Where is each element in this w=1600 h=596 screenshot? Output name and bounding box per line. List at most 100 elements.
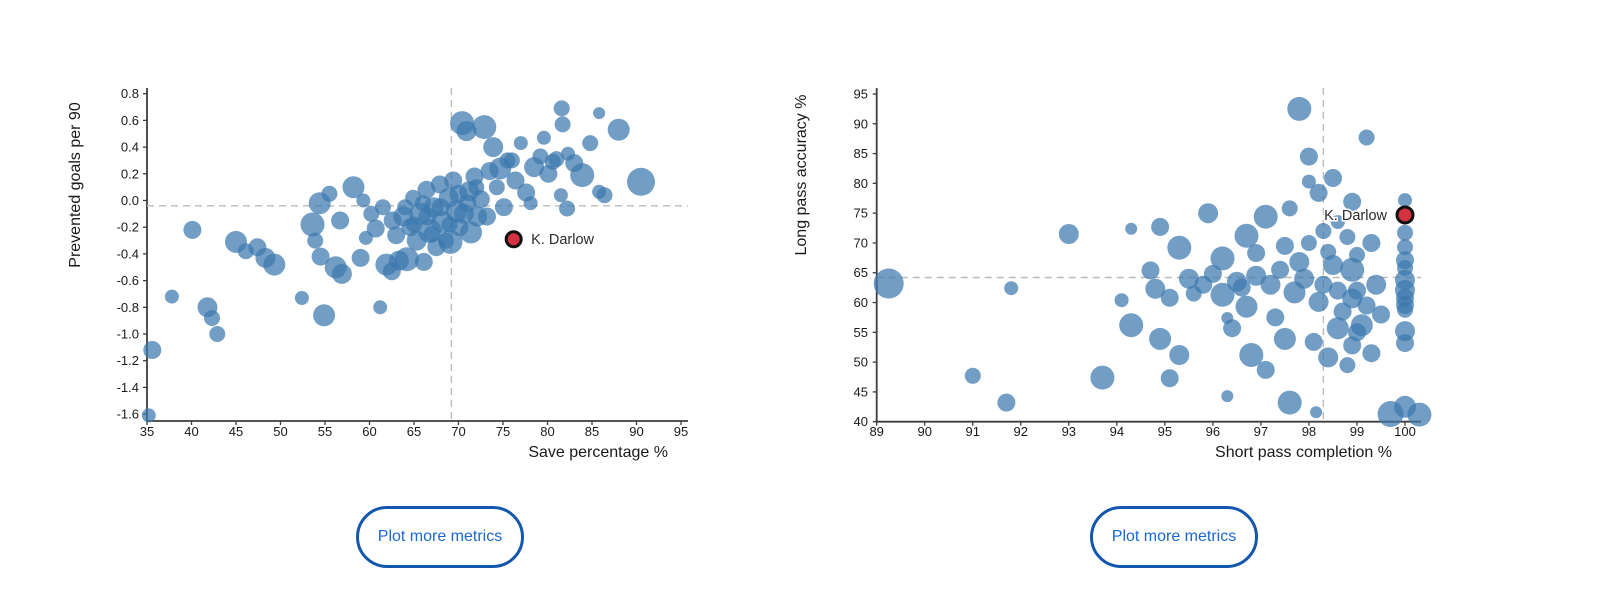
bubble (441, 216, 458, 233)
bubble (1004, 281, 1019, 296)
y-tick-label: -1.4 (117, 380, 139, 395)
bubble (373, 300, 388, 315)
bubble (1125, 222, 1138, 235)
bubble (1349, 246, 1365, 263)
x-tick-label: 35 (140, 424, 154, 439)
bubble (1203, 264, 1222, 283)
bubble (1223, 319, 1242, 338)
y-tick-label: -0.4 (117, 246, 139, 261)
x-tick-label: 100 (1394, 424, 1416, 439)
bubble (1294, 268, 1315, 289)
bubble (366, 219, 385, 238)
bubble (1289, 252, 1310, 272)
x-tick-label: 94 (1110, 424, 1124, 439)
y-tick-label: 0.2 (121, 166, 139, 181)
bubble (1362, 344, 1381, 363)
bubble (1407, 402, 1432, 427)
bubble (1287, 96, 1312, 121)
bubble (321, 185, 338, 202)
x-tick-label: 85 (585, 424, 599, 439)
bubble (1275, 236, 1294, 255)
bubble (204, 310, 220, 326)
x-tick-label: 40 (184, 424, 198, 439)
bubble (351, 248, 370, 267)
bubble (1141, 261, 1160, 280)
y-tick-label: 80 (854, 176, 868, 191)
bubble (1340, 257, 1365, 282)
bubble (1330, 215, 1345, 230)
bubble (1326, 317, 1349, 340)
y-tick-label: 70 (854, 235, 868, 250)
bubble (394, 247, 419, 272)
y-tick-label: -0.2 (117, 220, 139, 235)
x-tick-label: 90 (629, 424, 643, 439)
bubble (1160, 369, 1179, 388)
bubble (503, 152, 520, 169)
y-tick-label: 0.8 (121, 86, 139, 101)
bubble (1309, 183, 1328, 202)
plot-more-metrics-button-left[interactable]: Plot more metrics (356, 506, 524, 568)
x-tick-label: 91 (966, 424, 980, 439)
bubble (423, 225, 440, 242)
bubble (374, 199, 391, 216)
bubble (460, 221, 482, 244)
plot-more-metrics-button-right[interactable]: Plot more metrics (1090, 506, 1258, 568)
bubble (1210, 282, 1235, 307)
bubble (387, 226, 406, 245)
bubble (1362, 234, 1381, 252)
bubble (570, 163, 595, 188)
bubble (1304, 332, 1323, 351)
x-tick-label: 90 (917, 424, 931, 439)
bubble (1253, 204, 1278, 229)
bubble (414, 252, 433, 271)
bubble (873, 268, 904, 299)
bubble (363, 205, 380, 222)
bubble (1260, 274, 1281, 295)
bubble (458, 194, 477, 213)
bubble (1210, 246, 1235, 271)
bubble (1308, 291, 1329, 312)
bubble (582, 135, 599, 152)
bubble (1235, 295, 1258, 318)
bubble (1160, 288, 1179, 307)
bubble (1339, 357, 1356, 374)
y-tick-label: 0.4 (121, 140, 139, 155)
bubble (1185, 285, 1202, 302)
y-tick-label: 65 (854, 265, 868, 280)
x-tick-label: 55 (318, 424, 332, 439)
bubble (164, 289, 179, 304)
bubble (1318, 347, 1339, 368)
bubble (414, 195, 431, 212)
bubble (1119, 313, 1144, 338)
x-tick-label: 60 (362, 424, 376, 439)
bubble (1058, 224, 1079, 244)
bubble (1348, 323, 1366, 342)
bubble (553, 188, 568, 203)
bubble (356, 193, 371, 208)
bubble (559, 200, 576, 217)
bubble (1145, 278, 1166, 299)
bubble (1247, 244, 1266, 263)
bubble (331, 263, 352, 284)
y-axis-title: Prevented goals per 90 (67, 102, 84, 268)
bubble (1266, 308, 1285, 327)
bubble (1397, 301, 1413, 318)
x-tick-label: 80 (540, 424, 554, 439)
x-tick-label: 95 (674, 424, 688, 439)
x-tick-label: 92 (1014, 424, 1028, 439)
highlight-point (504, 230, 523, 249)
bubble (554, 116, 571, 133)
bubble (1372, 305, 1390, 324)
bubble (383, 211, 402, 230)
y-tick-label: -0.8 (117, 300, 139, 315)
bubble (553, 100, 570, 117)
bubble (472, 115, 497, 140)
x-tick-label: 96 (1206, 424, 1220, 439)
bubble (1310, 406, 1323, 419)
x-axis-title: Save percentage % (528, 444, 668, 461)
x-tick-label: 97 (1254, 424, 1268, 439)
y-tick-label: 50 (854, 355, 868, 370)
bubble (294, 291, 309, 305)
bubble (1314, 275, 1333, 294)
